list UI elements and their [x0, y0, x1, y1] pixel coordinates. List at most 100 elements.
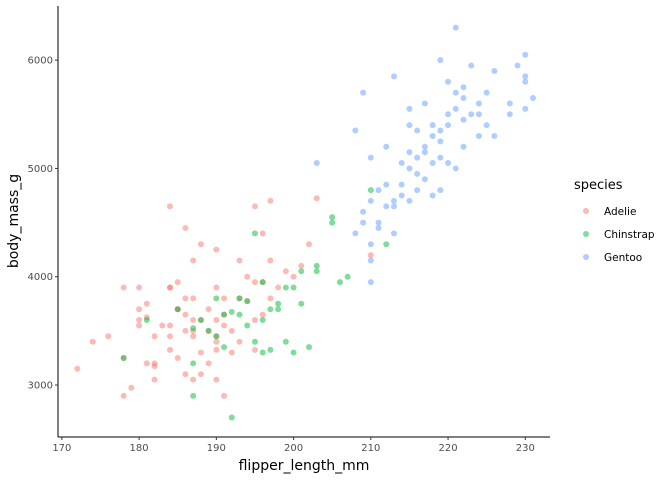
- point-chinstrap: [190, 392, 197, 399]
- point-adelie: [298, 262, 305, 269]
- point-gentoo: [406, 165, 413, 172]
- point-gentoo: [360, 89, 367, 96]
- point-chinstrap: [259, 349, 266, 356]
- y-tick-label: 4000: [28, 272, 53, 283]
- legend: species Adelie Chinstrap Gentoo: [574, 178, 655, 264]
- point-chinstrap: [228, 308, 235, 315]
- point-gentoo: [460, 116, 467, 123]
- point-gentoo: [406, 122, 413, 129]
- point-adelie: [259, 230, 266, 237]
- point-chinstrap: [383, 241, 390, 248]
- point-adelie: [251, 317, 258, 324]
- point-adelie: [143, 300, 150, 307]
- point-gentoo: [421, 176, 428, 183]
- point-gentoo: [313, 160, 320, 167]
- point-gentoo: [352, 127, 359, 134]
- legend-key-gentoo: [583, 254, 589, 260]
- point-adelie: [282, 268, 289, 275]
- point-gentoo: [390, 197, 397, 204]
- point-gentoo: [352, 230, 359, 237]
- point-gentoo: [414, 187, 421, 194]
- y-tick-label: 3000: [28, 381, 53, 392]
- legend-label-adelie: Adelie: [604, 206, 636, 218]
- point-chinstrap: [298, 300, 305, 307]
- point-gentoo: [383, 143, 390, 150]
- legend-title: species: [574, 178, 623, 193]
- point-adelie: [213, 376, 220, 383]
- point-adelie: [166, 346, 173, 353]
- legend-keys: Adelie Chinstrap Gentoo: [583, 206, 655, 264]
- x-ticks: 170 180 190 200 210 220 230: [52, 437, 535, 454]
- point-adelie: [221, 322, 228, 329]
- x-axis-title: flipper_length_mm: [239, 458, 370, 474]
- point-gentoo: [414, 154, 421, 161]
- point-adelie: [120, 284, 127, 291]
- point-gentoo: [506, 100, 513, 107]
- point-gentoo: [390, 203, 397, 210]
- point-gentoo: [522, 105, 529, 112]
- point-adelie: [267, 295, 274, 302]
- point-adelie: [105, 333, 112, 340]
- point-gentoo: [522, 73, 529, 80]
- point-chinstrap: [244, 322, 251, 329]
- point-gentoo: [452, 165, 459, 172]
- point-gentoo: [437, 154, 444, 161]
- point-gentoo: [514, 62, 521, 69]
- point-adelie: [136, 322, 143, 329]
- x-tick-label: 230: [516, 443, 535, 454]
- point-adelie: [136, 317, 143, 324]
- point-gentoo: [445, 78, 452, 85]
- point-adelie: [205, 306, 212, 313]
- point-adelie: [213, 284, 220, 291]
- x-tick-label: 200: [284, 443, 303, 454]
- point-gentoo: [383, 203, 390, 210]
- point-chinstrap: [251, 230, 258, 237]
- point-chinstrap: [329, 214, 336, 221]
- point-chinstrap: [244, 298, 251, 305]
- point-gentoo: [375, 225, 382, 231]
- point-adelie: [259, 311, 266, 318]
- point-chinstrap: [251, 338, 258, 345]
- point-adelie: [213, 346, 220, 353]
- point-gentoo: [437, 138, 444, 145]
- point-gentoo: [475, 100, 482, 107]
- point-gentoo: [414, 127, 421, 134]
- x-tick-label: 220: [439, 443, 458, 454]
- point-chinstrap: [313, 262, 320, 269]
- point-gentoo: [406, 197, 413, 204]
- point-gentoo: [421, 149, 428, 156]
- y-tick-label: 6000: [28, 56, 53, 67]
- point-adelie: [159, 322, 166, 329]
- point-chinstrap: [336, 279, 343, 286]
- point-gentoo: [475, 111, 482, 118]
- point-chinstrap: [259, 279, 266, 286]
- point-gentoo: [375, 187, 382, 194]
- point-gentoo: [522, 78, 529, 85]
- point-chinstrap: [290, 284, 297, 291]
- point-adelie: [236, 257, 243, 264]
- point-chinstrap: [275, 306, 282, 313]
- point-adelie: [174, 279, 181, 286]
- point-adelie: [236, 338, 243, 345]
- point-adelie: [267, 197, 274, 204]
- point-gentoo: [398, 160, 405, 167]
- point-gentoo: [445, 160, 452, 167]
- point-gentoo: [406, 149, 413, 156]
- point-adelie: [120, 392, 127, 399]
- point-gentoo: [367, 279, 374, 286]
- point-chinstrap: [313, 268, 320, 275]
- point-gentoo: [398, 192, 405, 199]
- point-chinstrap: [290, 349, 297, 356]
- point-adelie: [190, 333, 197, 340]
- point-gentoo: [475, 132, 482, 139]
- point-chinstrap: [221, 344, 228, 351]
- point-adelie: [151, 376, 158, 383]
- point-gentoo: [437, 187, 444, 194]
- point-adelie: [244, 273, 251, 280]
- y-ticks: 3000 4000 5000 6000: [28, 56, 58, 392]
- point-adelie: [166, 203, 173, 210]
- point-adelie: [197, 349, 204, 356]
- x-tick-label: 190: [207, 443, 226, 454]
- point-adelie: [128, 384, 135, 391]
- point-adelie: [190, 257, 197, 264]
